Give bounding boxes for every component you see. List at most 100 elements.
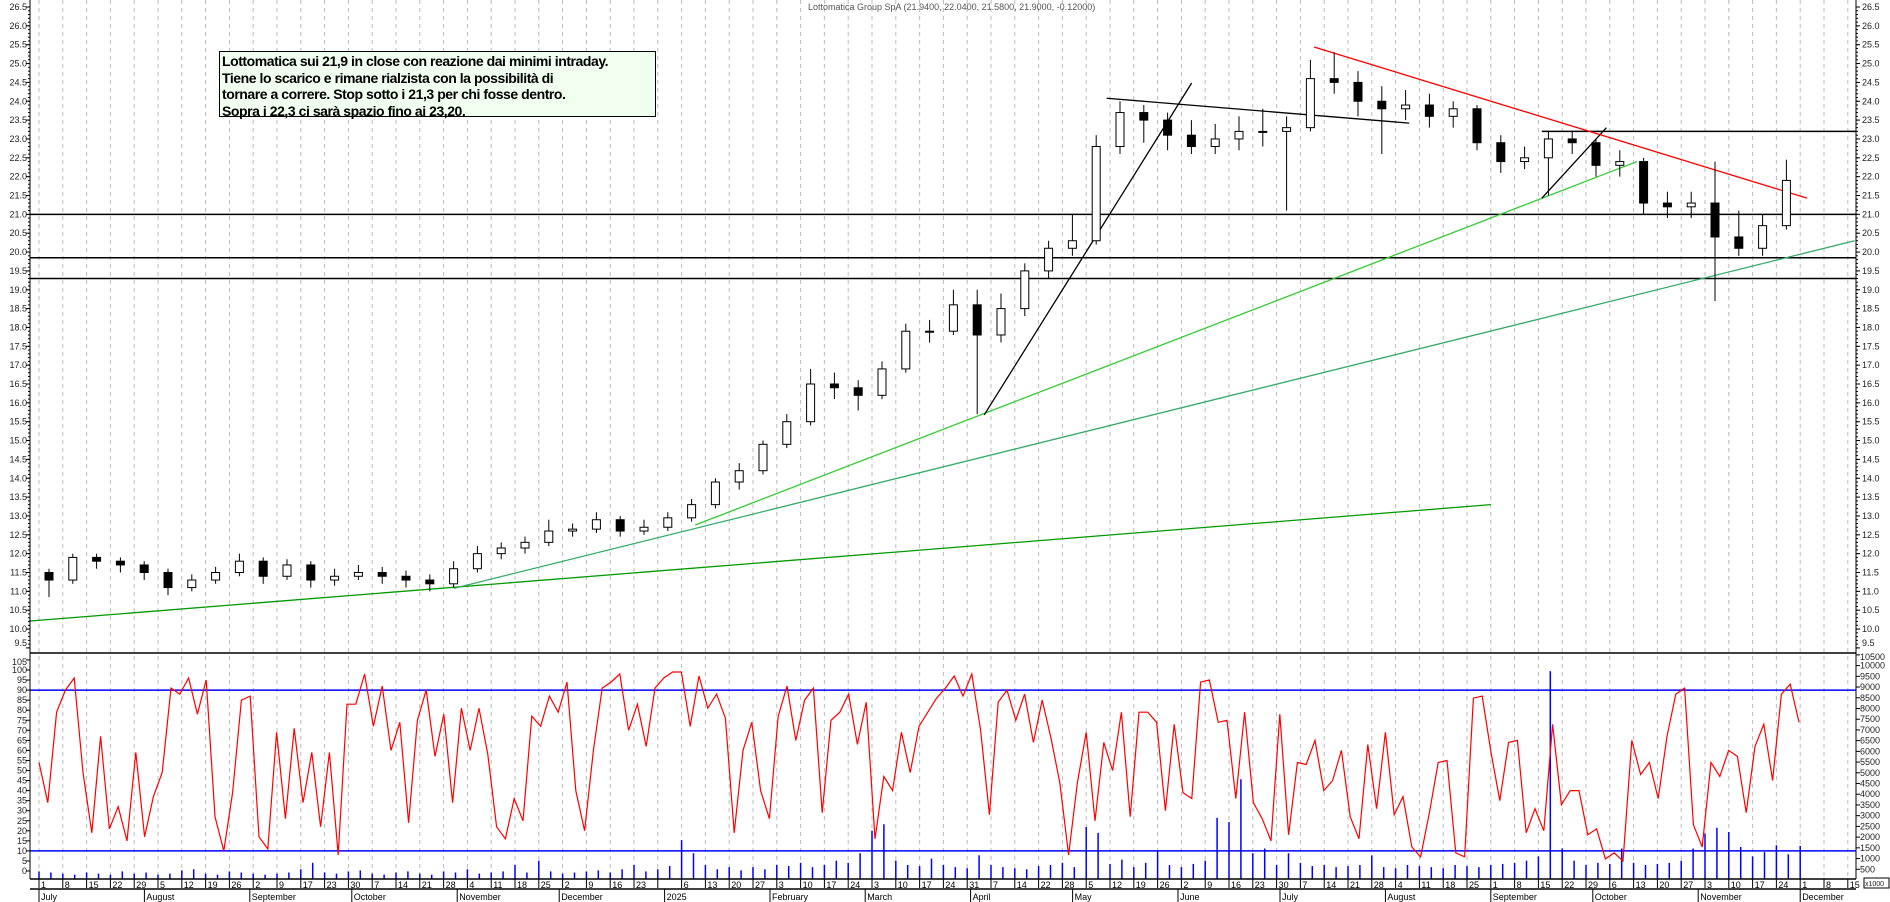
day-label: 26 <box>231 880 241 890</box>
price-tick-label-right: 16.5 <box>1862 379 1880 389</box>
oscillator-tick-label: 60 <box>17 745 27 755</box>
price-tick-label-right: 25.0 <box>1862 59 1880 69</box>
month-label: April <box>973 892 991 902</box>
day-label: 11 <box>493 880 502 890</box>
candle-up <box>1686 202 1696 208</box>
candle-up <box>710 481 720 506</box>
candle-up <box>782 421 792 445</box>
price-tick-label-left: 24.5 <box>9 77 27 87</box>
price-tick-label-right: 15.5 <box>1862 417 1880 427</box>
candle-up <box>187 579 197 589</box>
day-label: 18 <box>1445 880 1455 890</box>
candle-down <box>115 560 125 566</box>
day-label: 27 <box>755 880 765 890</box>
candle-down <box>92 556 102 562</box>
volume-tick-label: 2000 <box>1860 832 1880 842</box>
candle-up <box>1067 240 1077 249</box>
candle-down <box>1353 81 1363 102</box>
day-label: 21 <box>422 880 432 890</box>
month-label: September <box>1493 892 1537 902</box>
candle-down <box>1496 142 1506 163</box>
volume-tick-label: 1500 <box>1860 843 1880 853</box>
month-label: March <box>867 892 892 902</box>
price-tick-label-left: 11.0 <box>10 586 27 596</box>
volume-unit-label: x1000 <box>1865 881 1884 888</box>
day-label: 24 <box>850 880 860 890</box>
day-label: 30 <box>1279 880 1289 890</box>
price-tick-label-right: 21.5 <box>1862 191 1880 201</box>
price-tick-label-left: 14.5 <box>9 454 27 464</box>
price-tick-label-right: 21.0 <box>1862 209 1880 219</box>
oscillator-tick-label: 5 <box>22 856 27 866</box>
trendline <box>694 160 1638 526</box>
oscillator-line <box>38 671 1800 863</box>
candle-up <box>1115 112 1125 147</box>
volume-tick-label: 6000 <box>1860 746 1880 756</box>
price-tick-label-left: 15.5 <box>9 417 27 427</box>
candle-down <box>972 304 982 336</box>
day-label: 14 <box>398 880 408 890</box>
day-label: 24 <box>1778 880 1788 890</box>
candle-up <box>1044 247 1054 272</box>
day-label: 6 <box>1612 880 1617 890</box>
candle-up <box>68 556 78 581</box>
candle-up <box>1282 127 1292 132</box>
day-label: 7 <box>993 880 998 890</box>
annotation-box: Lottomatica sui 21,9 in close con reazio… <box>219 51 656 119</box>
volume-tick-label: 4500 <box>1860 779 1880 789</box>
price-tick-label-right: 25.5 <box>1862 40 1880 50</box>
day-label: 15 <box>1540 880 1550 890</box>
volume-tick-label: 10000 <box>1860 661 1885 671</box>
price-tick-label-left: 9.5 <box>14 638 27 648</box>
oscillator-tick-label: 25 <box>17 816 27 826</box>
month-label: November <box>459 892 501 902</box>
price-tick-label-right: 20.0 <box>1862 247 1880 257</box>
price-tick-label-left: 22.0 <box>9 172 27 182</box>
day-label: 28 <box>446 880 456 890</box>
trendline <box>983 82 1193 416</box>
day-label: 5 <box>1088 880 1093 890</box>
day-label: 25 <box>1469 880 1479 890</box>
candle-up <box>330 575 340 581</box>
volume-tick-label: 6500 <box>1860 736 1880 746</box>
price-tick-label-right: 14.0 <box>1862 473 1880 483</box>
price-tick-label-right: 18.5 <box>1862 304 1880 314</box>
price-tick-label-right: 20.5 <box>1862 228 1880 238</box>
day-label: 24 <box>945 880 955 890</box>
day-label: 28 <box>1064 880 1074 890</box>
day-label: 20 <box>731 880 741 890</box>
candle-up <box>901 330 911 370</box>
day-label: 9 <box>1207 880 1212 890</box>
candle-down <box>1734 236 1744 249</box>
day-label: 7 <box>1302 880 1307 890</box>
annotation-line: Sopra i 22,3 ci sarà spazio fino ai 23,2… <box>222 102 466 119</box>
day-label: 23 <box>1255 880 1265 890</box>
candle-down <box>1329 78 1339 83</box>
price-tick-label-right: 10.0 <box>1862 624 1880 634</box>
oscillator-tick-label: 15 <box>17 836 27 846</box>
candle-down <box>1639 161 1649 204</box>
volume-tick-label: 7000 <box>1860 725 1880 735</box>
volume-tick-label: 8000 <box>1860 703 1880 713</box>
oscillator-tick-label: 85 <box>17 695 27 705</box>
day-label: 18 <box>517 880 527 890</box>
day-label: 17 <box>826 880 836 890</box>
day-label: 22 <box>112 880 122 890</box>
day-label: 17 <box>922 880 932 890</box>
oscillator-tick-label: 95 <box>17 675 27 685</box>
price-tick-label-right: 22.5 <box>1862 153 1880 163</box>
day-label: 26 <box>1160 880 1170 890</box>
candle-down <box>401 575 411 581</box>
oscillator-tick-label: 105 <box>12 657 27 667</box>
volume-tick-label: 5500 <box>1860 757 1880 767</box>
day-label: 10 <box>898 880 908 890</box>
candle-up <box>639 526 649 532</box>
day-label: 25 <box>541 880 551 890</box>
trendline <box>1313 46 1808 199</box>
month-label: May <box>1075 892 1093 902</box>
candle-up <box>520 541 530 549</box>
day-label: 2 <box>1183 880 1188 890</box>
month-label: October <box>1595 892 1627 902</box>
day-label: 14 <box>1326 880 1336 890</box>
candle-up <box>996 308 1006 336</box>
